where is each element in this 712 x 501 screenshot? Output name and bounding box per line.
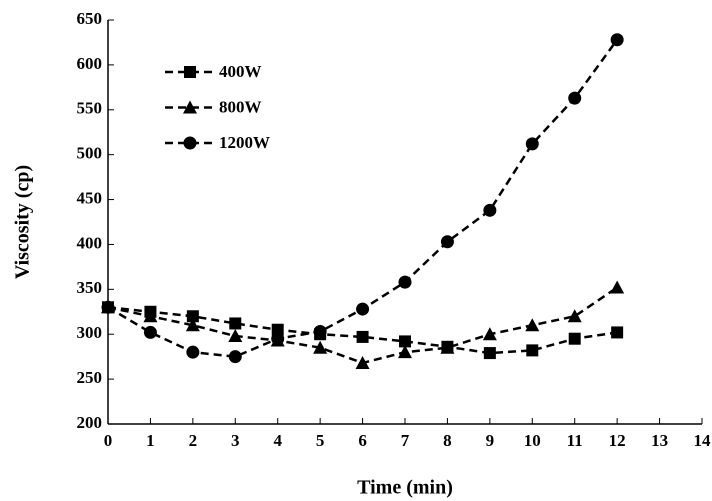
series-line bbox=[107, 286, 618, 365]
y-tick-label: 350 bbox=[77, 278, 103, 297]
marker bbox=[356, 302, 370, 316]
marker bbox=[568, 91, 582, 105]
marker bbox=[525, 137, 539, 151]
marker bbox=[440, 235, 454, 249]
x-tick-label: 6 bbox=[358, 431, 367, 450]
x-tick-label: 3 bbox=[231, 431, 240, 450]
x-tick-label: 0 bbox=[104, 431, 113, 450]
y-tick-label: 600 bbox=[77, 54, 103, 73]
x-tick-label: 8 bbox=[443, 431, 452, 450]
marker bbox=[271, 323, 284, 336]
y-tick-label: 550 bbox=[77, 99, 103, 118]
x-tick-label: 12 bbox=[609, 431, 626, 450]
x-tick-label: 11 bbox=[567, 431, 583, 450]
y-tick-label: 400 bbox=[77, 233, 103, 252]
x-tick-label: 13 bbox=[651, 431, 668, 450]
marker bbox=[143, 309, 158, 323]
y-tick-label: 200 bbox=[77, 413, 103, 432]
marker bbox=[610, 280, 625, 294]
y-tick-label: 250 bbox=[77, 368, 103, 387]
y-tick-label: 650 bbox=[77, 9, 103, 28]
marker bbox=[185, 318, 200, 332]
marker bbox=[482, 327, 497, 341]
legend-marker bbox=[183, 100, 197, 114]
legend-marker bbox=[183, 136, 197, 150]
marker bbox=[611, 326, 624, 339]
marker bbox=[101, 300, 115, 314]
x-axis-label: Time (min) bbox=[357, 477, 453, 499]
x-tick-label: 10 bbox=[524, 431, 541, 450]
x-tick-label: 2 bbox=[189, 431, 198, 450]
marker bbox=[398, 345, 412, 359]
legend-label: 400W bbox=[219, 62, 262, 81]
marker bbox=[526, 344, 539, 357]
marker bbox=[229, 317, 242, 330]
marker bbox=[313, 340, 328, 354]
legend-label: 1200W bbox=[219, 133, 270, 152]
marker bbox=[186, 345, 200, 359]
x-tick-label: 9 bbox=[486, 431, 495, 450]
marker bbox=[398, 275, 412, 289]
legend-marker bbox=[184, 66, 196, 78]
y-tick-label: 300 bbox=[77, 323, 103, 342]
x-tick-label: 4 bbox=[273, 431, 282, 450]
marker bbox=[483, 203, 497, 217]
marker bbox=[483, 347, 496, 360]
marker bbox=[440, 340, 455, 354]
legend-label: 800W bbox=[219, 97, 262, 116]
y-axis-label: Viscosity (cp) bbox=[12, 165, 34, 279]
marker bbox=[143, 325, 157, 339]
marker bbox=[525, 318, 540, 332]
marker bbox=[568, 332, 581, 345]
y-tick-label: 450 bbox=[77, 188, 103, 207]
marker bbox=[313, 325, 327, 339]
marker bbox=[567, 309, 582, 323]
x-tick-label: 7 bbox=[401, 431, 410, 450]
y-tick-label: 500 bbox=[77, 144, 103, 163]
marker bbox=[399, 335, 411, 348]
marker bbox=[228, 329, 243, 343]
x-tick-label: 5 bbox=[316, 431, 325, 450]
marker bbox=[355, 355, 370, 369]
marker bbox=[610, 33, 624, 47]
marker bbox=[271, 332, 285, 346]
marker bbox=[228, 350, 242, 364]
marker bbox=[186, 310, 199, 323]
x-tick-label: 1 bbox=[146, 431, 155, 450]
marker bbox=[356, 330, 369, 343]
x-tick-label: 14 bbox=[694, 431, 712, 450]
